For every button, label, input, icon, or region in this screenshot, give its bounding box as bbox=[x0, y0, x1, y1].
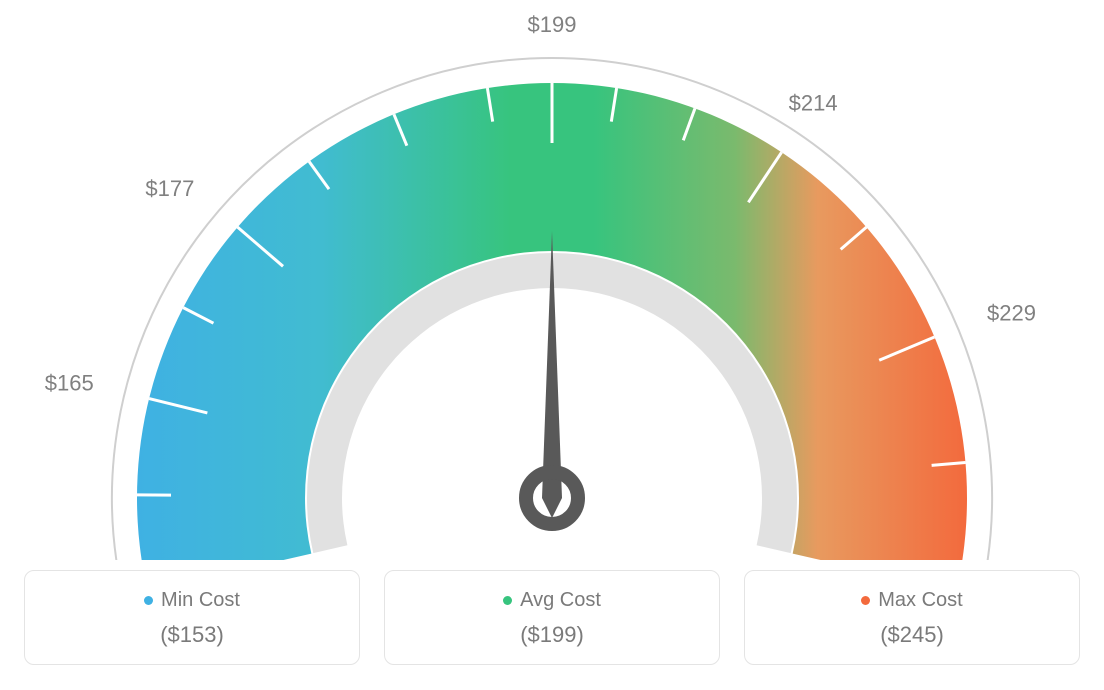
legend-label-max: Max Cost bbox=[878, 589, 962, 611]
svg-text:$177: $177 bbox=[145, 176, 194, 201]
svg-text:$229: $229 bbox=[987, 301, 1036, 326]
gauge-chart-container: $153$165$177$199$214$229$245 Min Cost ($… bbox=[0, 0, 1104, 690]
legend-card-avg: Avg Cost ($199) bbox=[384, 570, 720, 665]
legend-value-avg: ($199) bbox=[395, 622, 709, 648]
dot-icon bbox=[861, 596, 870, 605]
legend-value-max: ($245) bbox=[755, 622, 1069, 648]
dot-icon bbox=[144, 596, 153, 605]
legend-value-min: ($153) bbox=[35, 622, 349, 648]
svg-text:$165: $165 bbox=[45, 371, 94, 396]
legend-title-avg: Avg Cost bbox=[395, 589, 709, 612]
gauge-area: $153$165$177$199$214$229$245 bbox=[0, 0, 1104, 560]
svg-text:$214: $214 bbox=[789, 91, 838, 116]
legend-label-min: Min Cost bbox=[161, 589, 240, 611]
legend-card-min: Min Cost ($153) bbox=[24, 570, 360, 665]
legend-title-max: Max Cost bbox=[755, 589, 1069, 612]
legend-card-max: Max Cost ($245) bbox=[744, 570, 1080, 665]
svg-text:$199: $199 bbox=[528, 12, 577, 37]
legend-label-avg: Avg Cost bbox=[520, 589, 601, 611]
gauge-svg: $153$165$177$199$214$229$245 bbox=[0, 0, 1104, 560]
legend-title-min: Min Cost bbox=[35, 589, 349, 612]
dot-icon bbox=[503, 596, 512, 605]
legend-row: Min Cost ($153) Avg Cost ($199) Max Cost… bbox=[0, 570, 1104, 665]
